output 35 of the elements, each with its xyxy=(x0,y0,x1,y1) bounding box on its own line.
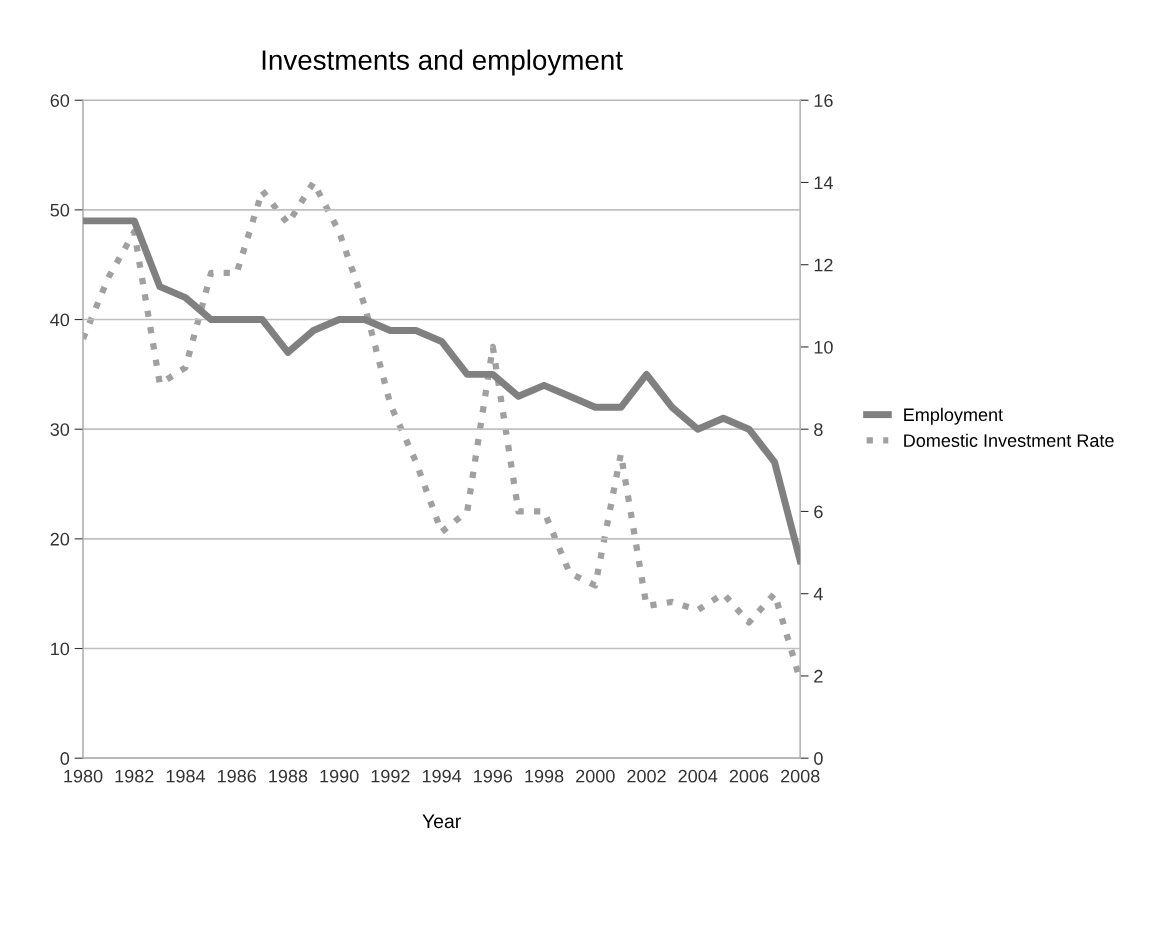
y2-tick-label: 0 xyxy=(814,752,823,765)
x-tick-label: 2004 xyxy=(678,769,718,783)
y-tick-label: 40 xyxy=(50,313,70,327)
y2-tick-label: 4 xyxy=(813,587,823,601)
x-tick-label: 1988 xyxy=(269,769,308,783)
y2-tick-label: 12 xyxy=(814,258,833,272)
x-tick-label: 1998 xyxy=(525,769,564,783)
legend-label: Domestic Investment Rate xyxy=(904,433,1114,447)
x-tick-label: 2008 xyxy=(781,769,820,783)
x-tick-label: 1982 xyxy=(115,769,154,783)
y2-tick-label: 10 xyxy=(814,340,833,354)
y-tick-label: 60 xyxy=(50,94,70,107)
x-tick-label: 2000 xyxy=(576,769,615,783)
x-tick-label: 1994 xyxy=(422,769,462,783)
x-tick-label: 1996 xyxy=(474,769,513,783)
x-tick-label: 2006 xyxy=(729,769,769,783)
y-tick-label: 30 xyxy=(50,423,70,436)
x-tick-label: 1984 xyxy=(166,769,206,783)
x-tick-label: 1980 xyxy=(64,769,103,783)
y-tick-label: 20 xyxy=(50,532,70,546)
y2-tick-label: 6 xyxy=(814,505,823,519)
y2-tick-label: 16 xyxy=(814,94,833,107)
y-tick-label: 10 xyxy=(51,642,70,656)
x-tick-label: 2002 xyxy=(627,769,666,783)
x-axis-title: Year xyxy=(422,814,461,829)
y2-tick-label: 2 xyxy=(814,669,823,683)
x-tick-label: 1990 xyxy=(320,769,359,783)
y-tick-label: 50 xyxy=(50,203,70,217)
legend-label: Employment xyxy=(904,407,1003,425)
y2-tick-label: 8 xyxy=(814,423,823,436)
x-tick-label: 1986 xyxy=(217,769,256,783)
y-tick-label: 0 xyxy=(60,752,70,765)
y2-tick-label: 14 xyxy=(814,176,833,190)
x-tick-label: 1992 xyxy=(371,769,410,783)
chart-title: Investments and employment xyxy=(262,49,623,76)
